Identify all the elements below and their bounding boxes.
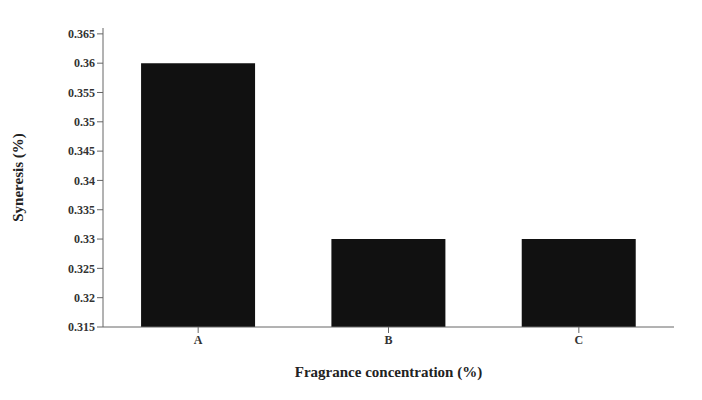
svg-text:B: B	[384, 333, 392, 347]
svg-text:0.345: 0.345	[68, 144, 95, 158]
svg-text:Fragrance concentration (%): Fragrance concentration (%)	[295, 364, 482, 381]
svg-text:0.315: 0.315	[68, 320, 95, 334]
svg-text:0.32: 0.32	[74, 291, 95, 305]
svg-text:0.34: 0.34	[74, 174, 95, 188]
svg-text:0.365: 0.365	[68, 27, 95, 41]
svg-text:0.325: 0.325	[68, 262, 95, 276]
svg-text:0.35: 0.35	[74, 115, 95, 129]
svg-text:Syneresis (%): Syneresis (%)	[10, 133, 27, 221]
svg-text:0.335: 0.335	[68, 203, 95, 217]
svg-text:0.33: 0.33	[74, 232, 95, 246]
svg-text:A: A	[194, 333, 203, 347]
svg-text:0.36: 0.36	[74, 56, 95, 70]
svg-text:C: C	[574, 333, 583, 347]
svg-text:0.355: 0.355	[68, 86, 95, 100]
